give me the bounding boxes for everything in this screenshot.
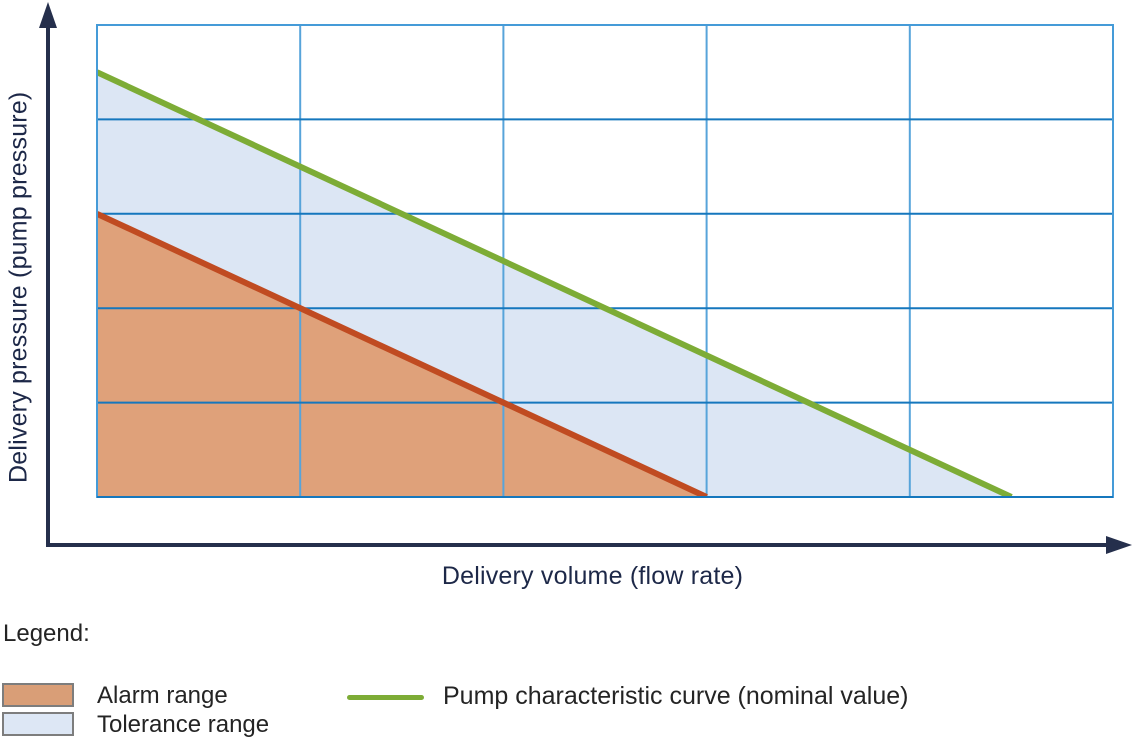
alarm-range-label: Alarm range bbox=[97, 682, 228, 709]
nominal-curve-label: Pump characteristic curve (nominal value… bbox=[443, 682, 909, 710]
tolerance-range-swatch bbox=[2, 712, 74, 736]
nominal-curve-line-sample bbox=[347, 695, 424, 700]
legend-title: Legend: bbox=[3, 620, 90, 647]
y-axis-label: Delivery pressure (pump pressure) bbox=[4, 91, 33, 483]
x-axis-label: Delivery volume (flow rate) bbox=[441, 562, 744, 590]
tolerance-range-label: Tolerance range bbox=[97, 711, 270, 738]
alarm-range-swatch bbox=[2, 683, 74, 707]
